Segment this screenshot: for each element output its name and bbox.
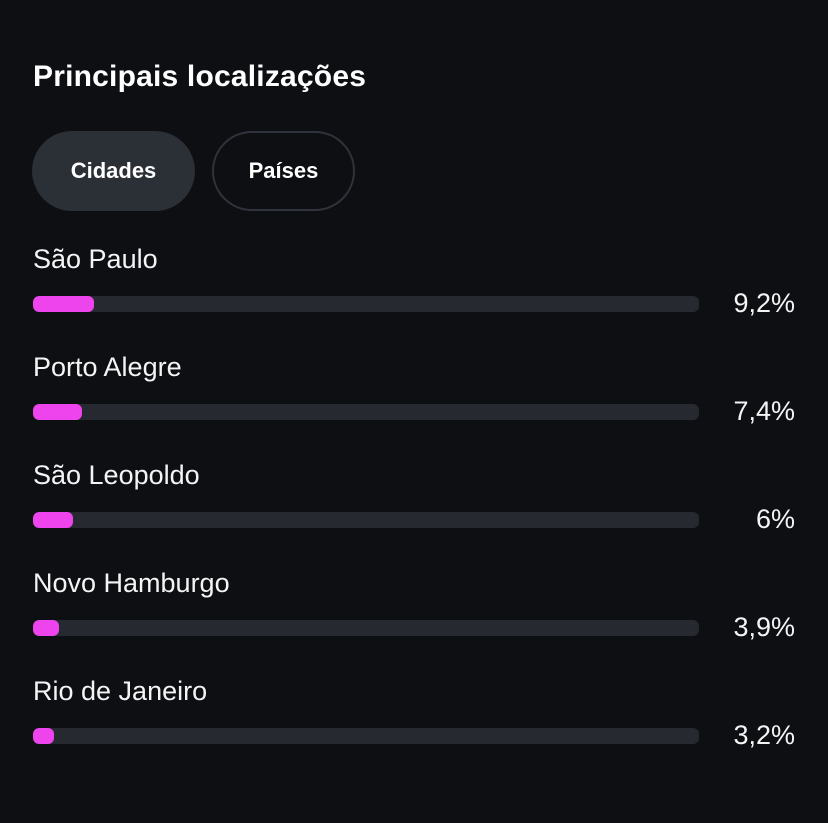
location-percent: 7,4% [733, 396, 795, 426]
location-percent: 9,2% [733, 288, 795, 318]
list-item: São Paulo 9,2% [33, 240, 795, 348]
progress-fill [33, 296, 95, 312]
progress-track [33, 404, 699, 420]
progress-fill [33, 512, 73, 528]
list-item: Novo Hamburgo 3,9% [33, 564, 795, 672]
list-item: Porto Alegre 7,4% [33, 348, 795, 456]
location-name: Novo Hamburgo [33, 568, 230, 598]
location-percent: 3,2% [733, 720, 795, 750]
location-name: São Leopoldo [33, 460, 200, 490]
locations-list: São Paulo 9,2% Porto Alegre 7,4% São Leo… [33, 240, 795, 780]
progress-fill [33, 728, 55, 744]
progress-track [33, 296, 699, 312]
progress-fill [33, 404, 83, 420]
location-name: Porto Alegre [33, 352, 182, 382]
location-tabs: Cidades Países [32, 131, 355, 211]
location-percent: 6% [755, 504, 795, 534]
list-item: Rio de Janeiro 3,2% [33, 672, 795, 780]
progress-track [33, 728, 699, 744]
tab-cidades[interactable]: Cidades [32, 131, 195, 211]
list-item: São Leopoldo 6% [33, 456, 795, 564]
progress-fill [33, 620, 59, 636]
location-name: Rio de Janeiro [33, 676, 208, 706]
progress-track [33, 512, 699, 528]
progress-track [33, 620, 699, 636]
page-title: Principais localizações [33, 60, 367, 93]
location-name: São Paulo [33, 244, 158, 274]
tab-paises[interactable]: Países [212, 131, 355, 211]
location-percent: 3,9% [733, 612, 795, 642]
